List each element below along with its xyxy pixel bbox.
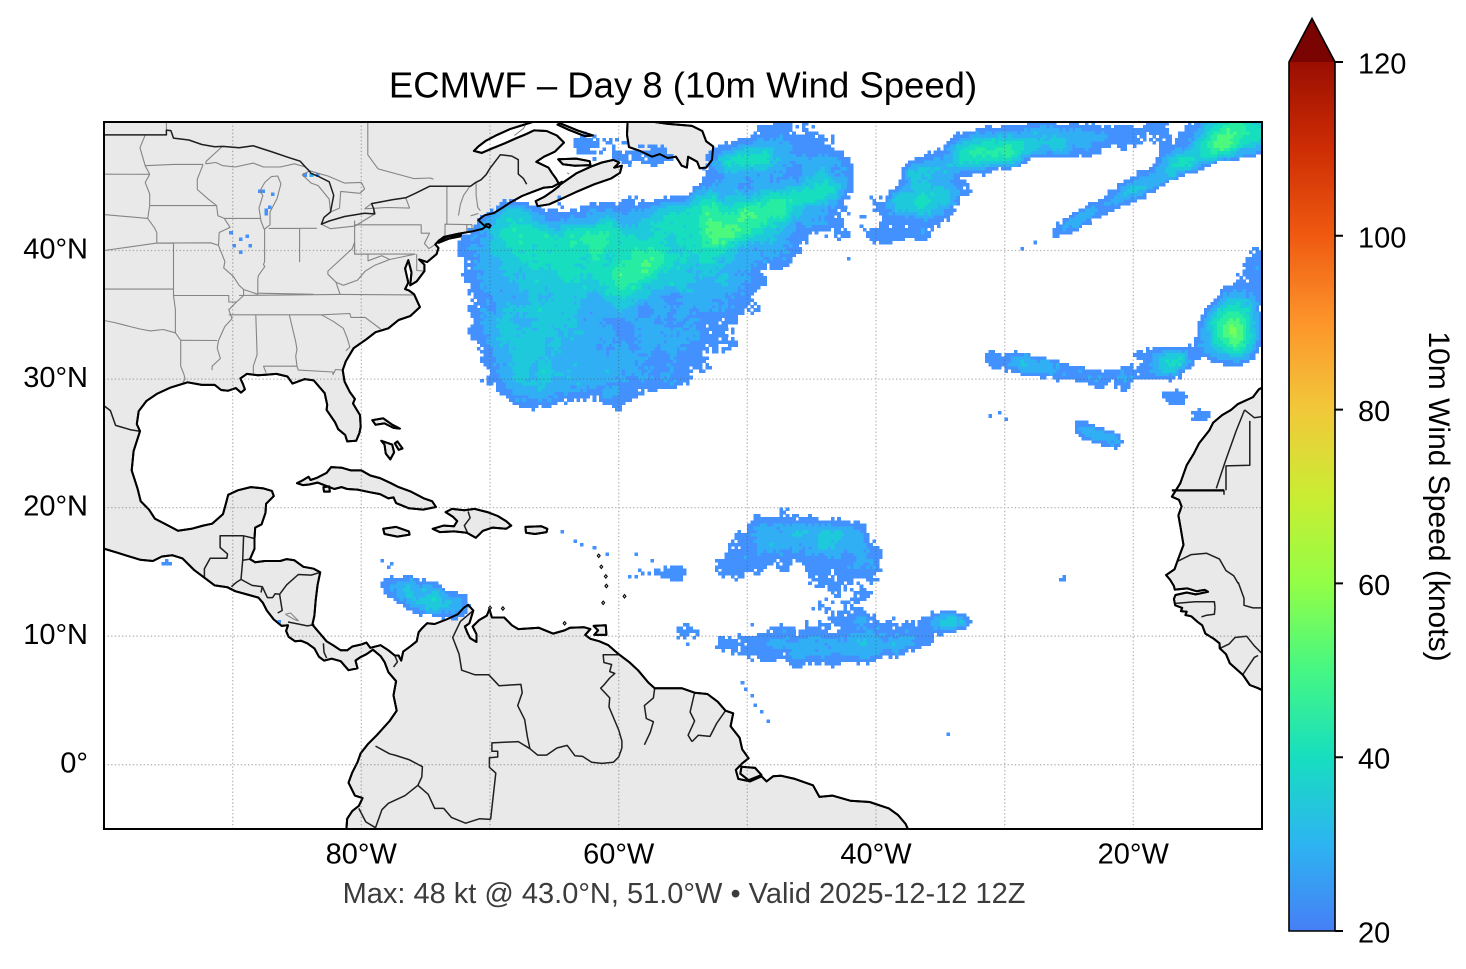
svg-text:20°N: 20°N [23, 491, 88, 523]
svg-text:0°: 0° [60, 748, 88, 780]
svg-text:40: 40 [1358, 744, 1390, 776]
svg-text:ECMWF – Day 8 (10m Wind Speed): ECMWF – Day 8 (10m Wind Speed) [389, 65, 977, 106]
svg-text:60: 60 [1358, 570, 1390, 602]
svg-text:40°W: 40°W [840, 839, 912, 871]
svg-text:Max: 48 kt @ 43.0°N, 51.0°W •: Max: 48 kt @ 43.0°N, 51.0°W • Valid 2025… [343, 878, 1026, 910]
svg-text:10m Wind Speed (knots): 10m Wind Speed (knots) [1422, 331, 1455, 661]
svg-text:60°W: 60°W [583, 839, 655, 871]
svg-text:20°W: 20°W [1098, 839, 1170, 871]
svg-text:120: 120 [1358, 49, 1406, 81]
svg-text:80: 80 [1358, 396, 1390, 428]
svg-text:30°N: 30°N [23, 362, 88, 394]
svg-text:80°W: 80°W [326, 839, 398, 871]
svg-text:10°N: 10°N [23, 619, 88, 651]
svg-text:20: 20 [1358, 918, 1390, 950]
svg-text:100: 100 [1358, 222, 1406, 254]
svg-text:40°N: 40°N [23, 234, 88, 266]
